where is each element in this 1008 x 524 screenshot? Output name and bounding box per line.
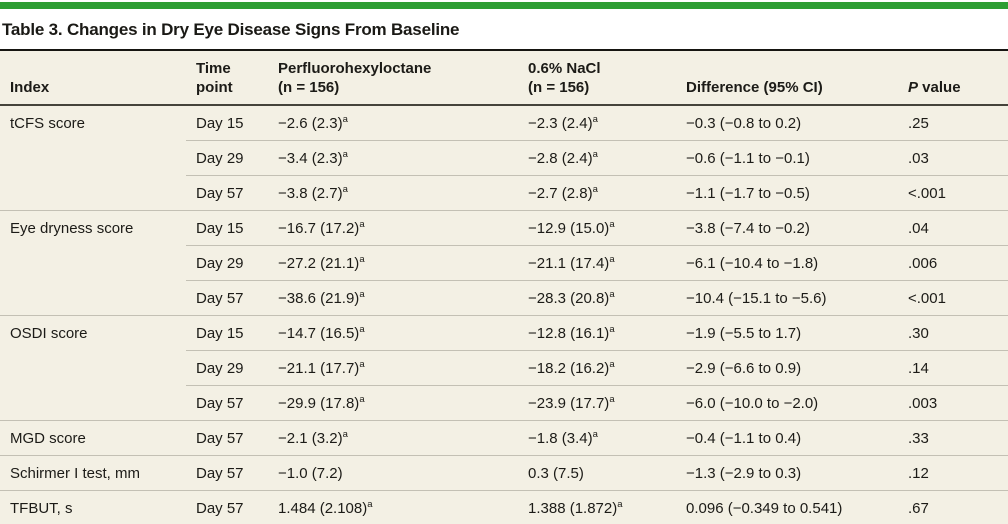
table-body: tCFS score Day 15 −2.6 (2.3)a −2.3 (2.4)a −0… <box>0 105 1008 524</box>
value-cell: −1.1 (−1.7 to −0.5) <box>676 175 898 211</box>
value-cell: −21.1 (17.7)a <box>268 350 518 386</box>
value-cell: −14.7 (16.5)a <box>268 315 518 351</box>
table-title: Table 3. Changes in Dry Eye Disease Sign… <box>2 20 460 39</box>
value-cell: Day 57 <box>186 175 268 211</box>
value-cell: −3.4 (2.3)a <box>268 140 518 176</box>
value-cell: Day 57 <box>186 490 268 524</box>
table-row: MGD score Day 57 −2.1 (3.2)a −1.8 (3.4)a −0.… <box>0 420 1008 456</box>
column-header: Perfluorohexyloctane (n = 156) <box>268 50 518 106</box>
value-cell: −0.6 (−1.1 to −0.1) <box>676 140 898 176</box>
value-cell: −6.0 (−10.0 to −2.0) <box>676 385 898 421</box>
value-cell: .03 <box>898 140 1008 176</box>
value-cell: −2.3 (2.4)a <box>528 114 598 132</box>
value-cell: −27.2 (21.1)a <box>268 245 518 281</box>
value-cell: −2.9 (−6.6 to 0.9) <box>676 350 898 386</box>
value-cell: Day 57 <box>186 280 268 316</box>
value-cell: −28.3 (20.8)a <box>518 280 676 316</box>
value-cell: .006 <box>898 245 1008 281</box>
value-cell: .003 <box>898 385 1008 421</box>
table-row: tCFS score Day 15 −2.6 (2.3)a −2.3 (2.4)a −0… <box>0 105 1008 141</box>
value-cell: Day 15 <box>186 315 268 351</box>
value-cell: .67 <box>898 490 1008 524</box>
table-row: Day 57 −38.6 (21.9)a −28.3 (20.8)a −10.4 (−… <box>0 280 1008 316</box>
value-cell: −29.9 (17.8)a <box>268 385 518 421</box>
value-cell: −12.8 (16.1)a <box>518 315 676 351</box>
table-row: Day 29 −3.4 (2.3)a −2.8 (2.4)a −0.6 (−1.1 t… <box>0 140 1008 176</box>
value-cell: <.001 <box>898 175 1008 211</box>
value-cell: −38.6 (21.9)a <box>268 280 518 316</box>
value-cell: −1.9 (−5.5 to 1.7) <box>676 315 898 351</box>
value-cell: .14 <box>898 350 1008 386</box>
table-row: OSDI score Day 15 −14.7 (16.5)a −12.8 (16.1… <box>0 315 1008 351</box>
value-cell: 1.388 (1.872)a <box>518 490 676 524</box>
value-cell: .04 <box>898 210 1008 246</box>
index-cell <box>0 351 186 386</box>
value-cell: −2.6 (2.3)a <box>278 114 348 132</box>
value-cell: .12 <box>898 455 1008 491</box>
value-cell: Day 57 <box>186 385 268 421</box>
value-cell: Day 15 <box>186 210 268 246</box>
value-cell: .25 <box>908 115 929 132</box>
value-cell: −21.1 (17.4)a <box>518 245 676 281</box>
index-cell: OSDI score <box>0 315 186 351</box>
column-header: Difference (95% CI) <box>676 50 898 106</box>
index-cell <box>0 176 186 211</box>
table-row: Day 29 −21.1 (17.7)a −18.2 (16.2)a −2.9 (−6… <box>0 350 1008 386</box>
value-cell: Day 29 <box>186 245 268 281</box>
value-cell: −2.8 (2.4)a <box>518 140 676 176</box>
index-cell <box>0 141 186 176</box>
column-header: P value <box>898 50 1008 106</box>
value-cell: Day 57 <box>186 420 268 456</box>
value-cell: −10.4 (−15.1 to −5.6) <box>676 280 898 316</box>
value-cell: Day 29 <box>186 140 268 176</box>
value-cell: −0.4 (−1.1 to 0.4) <box>676 420 898 456</box>
dry-eye-signs-table: Index Time point Perfluorohexyloctane (n =… <box>0 49 1008 524</box>
index-cell <box>0 386 186 421</box>
value-cell: −1.3 (−2.9 to 0.3) <box>676 455 898 491</box>
value-cell: 0.096 (−0.349 to 0.541) <box>676 490 898 524</box>
index-cell <box>0 246 186 281</box>
value-cell: 1.484 (2.108)a <box>268 490 518 524</box>
value-cell: −1.8 (3.4)a <box>518 420 676 456</box>
table-header: Index Time point Perfluorohexyloctane (n =… <box>0 50 1008 106</box>
value-cell: 0.3 (7.5) <box>518 455 676 491</box>
column-header: Index <box>0 50 186 106</box>
column-header: 0.6% NaCl (n = 156) <box>518 50 676 106</box>
index-cell: MGD score <box>0 420 186 456</box>
value-cell: Day 15 <box>196 115 244 132</box>
value-cell: Day 29 <box>186 350 268 386</box>
accent-bar <box>0 2 1008 9</box>
value-cell: −18.2 (16.2)a <box>518 350 676 386</box>
value-cell: −2.7 (2.8)a <box>518 175 676 211</box>
value-cell: −3.8 (2.7)a <box>268 175 518 211</box>
table-row: Eye dryness score Day 15 −16.7 (17.2)a −12.… <box>0 210 1008 246</box>
index-cell: Eye dryness score <box>0 210 186 246</box>
index-cell: tCFS score <box>10 115 86 132</box>
table-row: Schirmer I test, mm Day 57 −1.0 (7.2) 0.3 (… <box>0 455 1008 491</box>
value-cell: −1.0 (7.2) <box>268 455 518 491</box>
table-row: Day 29 −27.2 (21.1)a −21.1 (17.4)a −6.1 (−1… <box>0 245 1008 281</box>
value-cell: −3.8 (−7.4 to −0.2) <box>676 210 898 246</box>
index-cell: TFBUT, s <box>0 490 186 524</box>
value-cell: −23.9 (17.7)a <box>518 385 676 421</box>
value-cell: −6.1 (−10.4 to −1.8) <box>676 245 898 281</box>
header-row: Index Time point Perfluorohexyloctane (n =… <box>0 50 1008 106</box>
value-cell: −16.7 (17.2)a <box>268 210 518 246</box>
value-cell: −0.3 (−0.8 to 0.2) <box>686 115 802 132</box>
value-cell: −12.9 (15.0)a <box>518 210 676 246</box>
table-row: Day 57 −3.8 (2.7)a −2.7 (2.8)a −1.1 (−1.7 t… <box>0 175 1008 211</box>
table-row: TFBUT, s Day 57 1.484 (2.108)a 1.388 (1.872… <box>0 490 1008 524</box>
value-cell: .33 <box>898 420 1008 456</box>
index-cell <box>0 281 186 316</box>
value-cell: <.001 <box>898 280 1008 316</box>
column-header: Time point <box>186 50 268 106</box>
index-cell: Schirmer I test, mm <box>0 455 186 491</box>
value-cell: −2.1 (3.2)a <box>268 420 518 456</box>
table-row: Day 57 −29.9 (17.8)a −23.9 (17.7)a −6.0 (−1… <box>0 385 1008 421</box>
value-cell: .30 <box>898 315 1008 351</box>
value-cell: Day 57 <box>186 455 268 491</box>
